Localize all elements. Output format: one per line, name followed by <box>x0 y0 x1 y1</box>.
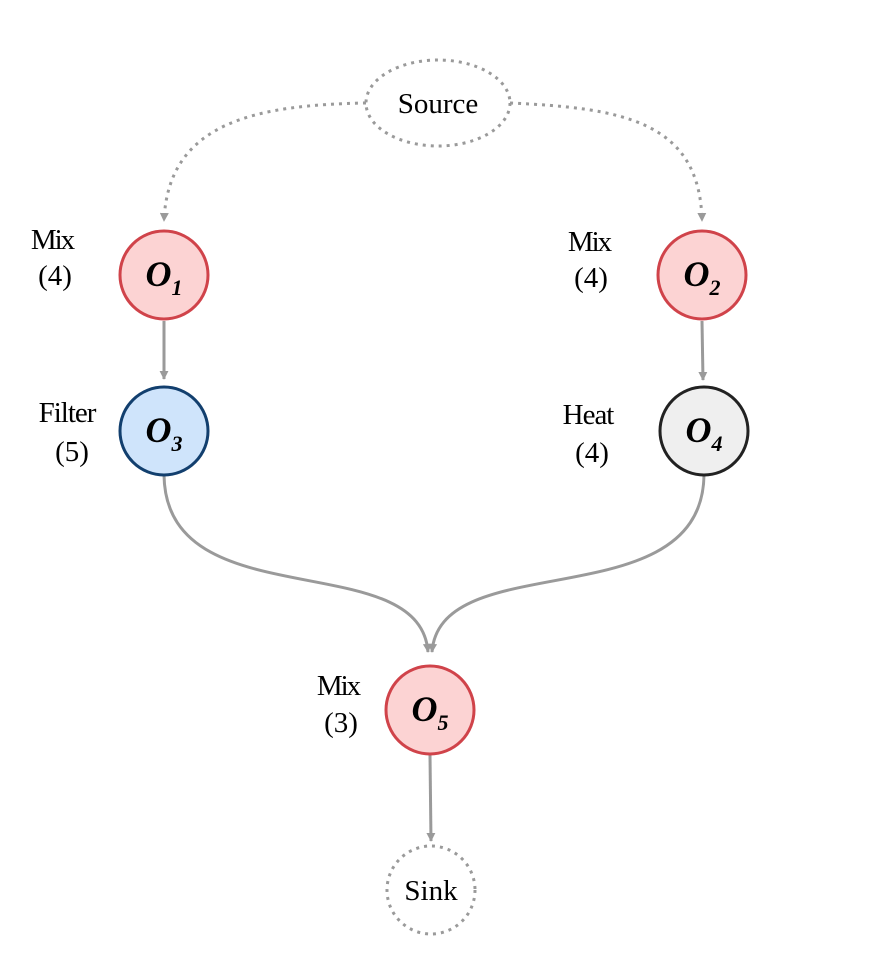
node-o3-op-name: Filter <box>39 397 97 429</box>
operation-node-o5: O5 Mix (3) <box>317 664 476 756</box>
sink-node: Sink <box>385 844 477 936</box>
node-o2-symbol: O2 <box>684 254 721 300</box>
node-o2-index: 2 <box>709 275 721 300</box>
node-o1-symbol: O1 <box>146 254 183 300</box>
node-o1-circle <box>118 229 210 321</box>
node-o4-index: 4 <box>711 431 723 456</box>
node-o2-op-name: Mix <box>568 226 613 258</box>
edge-o3-o5 <box>162 474 432 653</box>
node-o2-count: (4) <box>574 262 608 294</box>
node-o5-circle <box>384 664 476 756</box>
node-o2-letter: O <box>684 254 710 294</box>
edge-source-o1 <box>159 101 367 222</box>
node-o1-letter: O <box>146 254 172 294</box>
node-o3-index: 3 <box>171 431 183 456</box>
node-o3-letter: O <box>146 410 172 450</box>
node-o4-symbol: O4 <box>686 410 723 456</box>
node-o5-letter: O <box>412 689 438 729</box>
edges <box>159 101 708 842</box>
operation-node-o1: O1 Mix (4) <box>31 224 210 321</box>
source-node: Source <box>364 58 512 148</box>
node-o4-op-name: Heat <box>563 399 615 431</box>
node-o4-count: (4) <box>575 437 609 469</box>
sink-label: Sink <box>404 875 458 907</box>
operation-node-o2: O2 Mix (4) <box>568 226 748 321</box>
edge-o2-o4 <box>698 320 708 381</box>
node-o5-index: 5 <box>438 710 449 735</box>
edge-o5-sink <box>426 754 436 842</box>
node-o2-circle <box>656 229 748 321</box>
node-o3-circle <box>118 385 210 477</box>
edge-o4-o5 <box>428 474 706 653</box>
operation-nodes: O1 Mix (4) O2 Mix (4) O3 Filter (5) O4 H… <box>31 224 750 756</box>
operation-node-o4: O4 Heat (4) <box>563 385 750 477</box>
node-o5-op-name: Mix <box>317 670 362 702</box>
node-o3-count: (5) <box>55 436 89 468</box>
node-o1-op-name: Mix <box>31 224 76 256</box>
node-o1-count: (4) <box>38 260 72 292</box>
operation-node-o3: O3 Filter (5) <box>39 385 210 477</box>
edge-source-o2 <box>509 101 707 222</box>
node-o4-letter: O <box>686 410 712 450</box>
source-label: Source <box>398 88 479 120</box>
node-o1-index: 1 <box>172 275 183 300</box>
node-o5-symbol: O5 <box>412 689 449 735</box>
node-o5-count: (3) <box>324 707 358 739</box>
node-o3-symbol: O3 <box>146 410 183 456</box>
node-o4-circle <box>658 385 750 477</box>
